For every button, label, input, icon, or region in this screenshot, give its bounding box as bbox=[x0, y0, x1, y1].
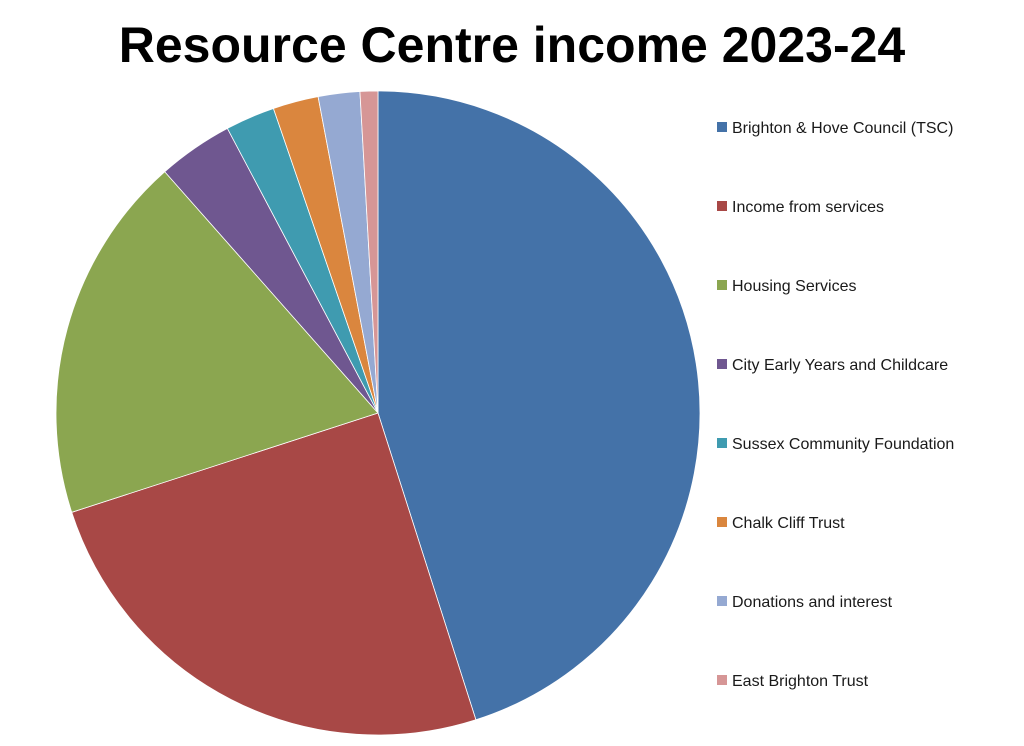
legend-label: Chalk Cliff Trust bbox=[732, 515, 845, 532]
legend-item: City Early Years and Childcare bbox=[717, 357, 948, 374]
pie-slice-8 bbox=[359, 90, 379, 414]
legend-label: Donations and interest bbox=[732, 594, 893, 611]
legend-swatch bbox=[717, 359, 727, 369]
legend-swatch bbox=[717, 122, 727, 132]
pie-slices bbox=[55, 90, 701, 736]
legend-item: Donations and interest bbox=[717, 594, 893, 611]
legend-swatch bbox=[717, 280, 727, 290]
legend-label: City Early Years and Childcare bbox=[732, 357, 948, 374]
legend-item: Sussex Community Foundation bbox=[717, 436, 954, 453]
legend-item: East Brighton Trust bbox=[717, 673, 869, 690]
legend-item: Chalk Cliff Trust bbox=[717, 515, 845, 532]
legend-swatch bbox=[717, 596, 727, 606]
legend-label: Housing Services bbox=[732, 278, 857, 295]
legend-swatch bbox=[717, 675, 727, 685]
legend-swatch bbox=[717, 517, 727, 527]
legend-label: Income from services bbox=[732, 199, 884, 216]
legend-label: Sussex Community Foundation bbox=[732, 436, 954, 453]
legend-label: East Brighton Trust bbox=[732, 673, 869, 690]
legend-swatch bbox=[717, 201, 727, 211]
pie-slice-2 bbox=[71, 412, 477, 736]
legend: Brighton & Hove Council (TSC) Income from… bbox=[717, 120, 954, 690]
legend-item: Brighton & Hove Council (TSC) bbox=[717, 120, 953, 137]
legend-swatch bbox=[717, 438, 727, 448]
legend-item: Housing Services bbox=[717, 278, 857, 295]
chart-title: Resource Centre income 2023-24 bbox=[119, 17, 906, 73]
legend-item: Income from services bbox=[717, 199, 884, 216]
pie-slice-1 bbox=[377, 90, 701, 721]
pie-slice-3 bbox=[55, 171, 379, 513]
legend-label: Brighton & Hove Council (TSC) bbox=[732, 120, 953, 137]
